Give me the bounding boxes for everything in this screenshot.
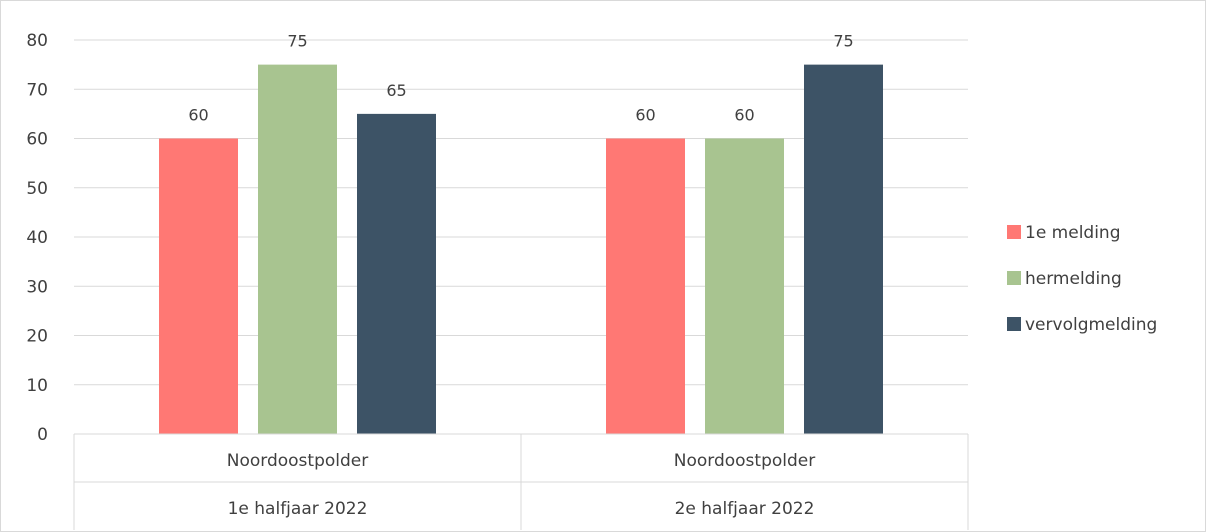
x-axis: Noordoostpolder 1e halfjaar 2022 Noordoost… [73,433,969,530]
bar-1e-melding-1 [159,138,238,434]
category-label-period: 2e halfjaar 2022 [675,499,815,519]
legend-swatch [1007,317,1021,331]
data-label: 60 [635,106,655,125]
y-axis-ticks: 0 10 20 30 40 50 60 70 80 [26,31,48,445]
y-tick-label: 30 [26,277,48,297]
y-tick-label: 20 [26,327,48,347]
y-tick-label: 80 [26,31,48,51]
legend-label: hermelding [1025,269,1122,289]
y-tick-label: 70 [26,80,48,100]
bar-hermelding-2 [705,138,784,434]
legend: 1e melding hermelding vervolgmelding [1007,223,1157,335]
legend-label: vervolgmelding [1025,315,1157,335]
legend-swatch [1007,225,1021,239]
bar-1e-melding-2 [606,138,685,434]
data-label: 65 [386,81,406,100]
data-label: 75 [833,32,853,51]
category-label-location: Noordoostpolder [674,451,815,471]
data-label: 60 [734,106,754,125]
bar-hermelding-1 [258,64,337,434]
bars [159,64,883,434]
data-label: 75 [287,32,307,51]
bar-vervolgmelding-1 [357,113,436,434]
category-label-period: 1e halfjaar 2022 [228,499,368,519]
data-labels: 60 75 65 60 60 75 [188,32,853,125]
category-label-location: Noordoostpolder [227,451,368,471]
legend-swatch [1007,271,1021,285]
legend-label: 1e melding [1025,223,1121,243]
y-tick-label: 10 [26,376,48,396]
y-tick-label: 50 [26,179,48,199]
bar-vervolgmelding-2 [804,64,883,434]
y-tick-label: 60 [26,130,48,150]
data-label: 60 [188,106,208,125]
y-tick-label: 40 [26,228,48,248]
y-tick-label: 0 [37,425,48,445]
